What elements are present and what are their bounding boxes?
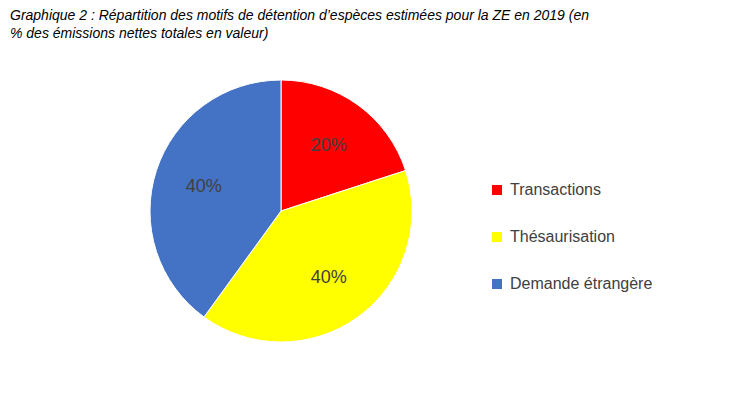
svg-text:20%: 20% <box>311 135 347 155</box>
html-text:Thésaurisation: Thésaurisation <box>510 228 615 245</box>
svg-text:40%: 40% <box>186 176 222 196</box>
html-text:Graphique 2 : Répartition des: Graphique 2 : Répartition des motifs de … <box>10 7 589 41</box>
html-text:Transactions: Transactions <box>510 181 601 198</box>
svg-text:40%: 40% <box>311 267 347 287</box>
html-text:Demande étrangère: Demande étrangère <box>510 275 653 292</box>
